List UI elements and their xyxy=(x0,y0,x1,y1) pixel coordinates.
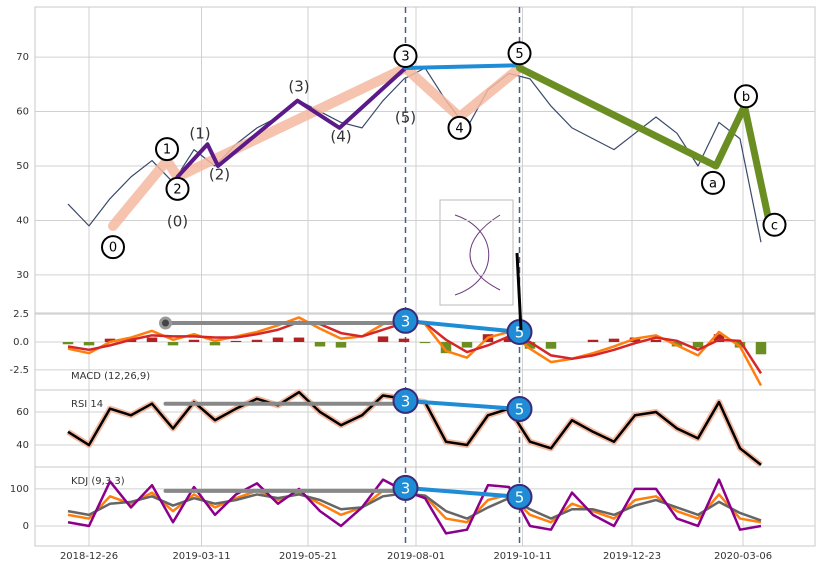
histogram-bar xyxy=(734,342,746,348)
x-tick-label: 2019-03-11 xyxy=(172,551,230,562)
wave-marker-label: 5 xyxy=(515,401,525,419)
x-tick-label: 2020-03-06 xyxy=(714,551,772,562)
wave-marker-label: a xyxy=(709,176,717,191)
wave-marker-label: 3 xyxy=(401,392,411,410)
histogram-bar xyxy=(209,342,221,346)
y-tick-label: 0.0 xyxy=(13,337,29,348)
histogram-bar xyxy=(314,342,326,347)
histogram-bar xyxy=(230,340,242,343)
wave-marker xyxy=(392,387,419,414)
wave-marker xyxy=(392,307,419,334)
wave-marker-label: 3 xyxy=(401,50,409,65)
histogram-bar xyxy=(188,339,200,343)
x-tick-label: 2019-10-11 xyxy=(493,551,551,562)
histogram-bar xyxy=(398,338,410,343)
wave-marker xyxy=(101,235,125,260)
histogram-bar xyxy=(755,342,767,355)
inset-image xyxy=(439,199,514,306)
histogram-bar xyxy=(545,342,557,349)
y-tick-label: 2.5 xyxy=(13,309,29,320)
histogram-bar xyxy=(419,342,431,344)
y-tick-label: 0 xyxy=(23,521,29,532)
y-tick-label: 100 xyxy=(10,484,29,495)
histogram-bar xyxy=(251,339,263,343)
panel-frame xyxy=(34,466,816,547)
wave-line xyxy=(403,63,522,70)
wave-marker xyxy=(506,396,533,423)
histogram-bar xyxy=(272,337,284,343)
y-tick-label: 60 xyxy=(16,107,29,118)
panel-label: KDJ (9,3,3) xyxy=(71,476,125,487)
wave-marker-label: b xyxy=(742,90,750,105)
wave-marker xyxy=(507,41,532,66)
wave-label: (2) xyxy=(209,166,230,184)
y-tick-label: 50 xyxy=(16,161,29,172)
wave-marker xyxy=(734,84,758,109)
x-tick-label: 2019-05-21 xyxy=(279,551,337,562)
x-tick-label: 2018-12-26 xyxy=(60,551,118,562)
wave-marker-label: 0 xyxy=(109,241,117,256)
wave-marker xyxy=(392,474,419,501)
wave-marker xyxy=(165,176,190,201)
wave-marker xyxy=(762,212,787,237)
wave-line xyxy=(403,485,522,499)
wave-marker xyxy=(447,115,472,140)
wave-marker xyxy=(701,170,725,195)
wave-marker-label: 3 xyxy=(401,479,411,497)
wave-marker xyxy=(393,44,418,69)
histogram-bar xyxy=(293,337,305,343)
histogram-bar xyxy=(503,337,515,343)
histogram-bar xyxy=(650,339,662,343)
wave-line xyxy=(403,318,522,334)
wave-marker xyxy=(155,137,179,162)
x-tick-label: 2019-12-23 xyxy=(603,551,661,562)
histogram-bar xyxy=(524,342,536,349)
inset-drawing xyxy=(454,214,501,296)
wave-label: (0) xyxy=(167,213,188,231)
line-start-dot xyxy=(159,316,172,330)
wave-marker-label: 1 xyxy=(163,143,171,158)
histogram-bar xyxy=(692,342,704,348)
y-tick-label: 70 xyxy=(16,52,29,63)
wave-label: (1) xyxy=(189,124,210,142)
wave-line xyxy=(108,62,525,231)
wave-marker-label: 5 xyxy=(515,323,525,341)
wave-marker-label: 5 xyxy=(515,47,523,62)
y-tick-label: 30 xyxy=(16,270,29,281)
wave-label: (4) xyxy=(330,128,351,146)
wave-marker-label: 3 xyxy=(401,312,411,330)
histogram-bar xyxy=(587,339,599,343)
y-tick-label: 40 xyxy=(16,440,29,451)
histogram-bar xyxy=(713,334,725,343)
histogram-bar xyxy=(104,338,116,343)
wave-marker-label: 4 xyxy=(455,121,463,136)
wave-marker xyxy=(506,483,533,510)
histogram-bar xyxy=(440,342,452,354)
wave-marker-label: 5 xyxy=(515,488,525,506)
wave-label: (3) xyxy=(288,78,309,96)
y-tick-label: -2.5 xyxy=(9,365,29,376)
x-tick-label: 2019-08-01 xyxy=(387,551,445,562)
histogram-bar xyxy=(83,342,95,346)
wave-line xyxy=(403,398,522,412)
histogram-bar xyxy=(146,337,158,343)
panel-label: MACD (12,26,9) xyxy=(71,371,150,382)
histogram-bar xyxy=(461,342,473,348)
wave-marker-label: 2 xyxy=(173,182,181,197)
panel-label: RSI 14 xyxy=(71,399,103,410)
wave-marker-label: c xyxy=(771,218,778,233)
wave-line xyxy=(175,65,408,179)
histogram-bar xyxy=(377,336,389,343)
histogram-bar xyxy=(62,342,74,345)
histogram-bar xyxy=(608,338,620,343)
connector-line xyxy=(515,252,523,331)
histogram-bar xyxy=(167,342,179,346)
histogram-bar xyxy=(335,342,347,348)
y-tick-label: 40 xyxy=(16,215,29,226)
wave-line xyxy=(516,64,774,230)
wave-label: (5) xyxy=(395,109,416,127)
y-tick-label: 60 xyxy=(16,407,29,418)
